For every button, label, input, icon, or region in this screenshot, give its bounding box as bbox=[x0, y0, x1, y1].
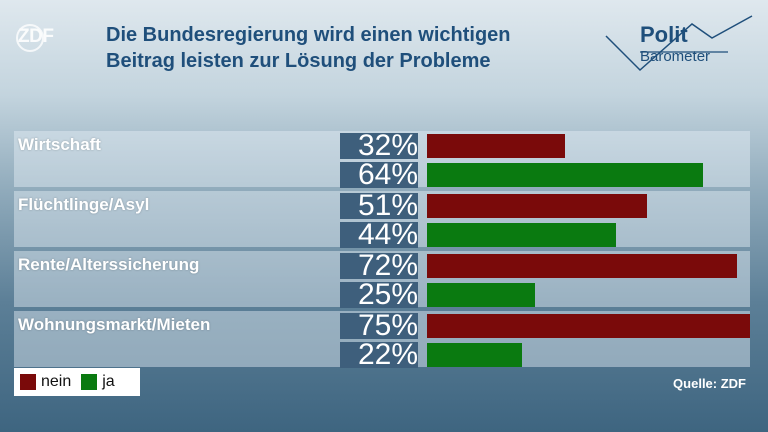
zdf-logo: ZDF bbox=[16, 24, 54, 52]
value-label-nein: 72% bbox=[340, 251, 418, 281]
value-label-ja: 64% bbox=[340, 160, 418, 190]
chart-title: Die Bundesregierung wird einen wichtigen… bbox=[106, 22, 576, 74]
brand-barometer: Barometer bbox=[640, 48, 711, 65]
category-label: Wirtschaft bbox=[18, 135, 101, 154]
bar-nein bbox=[427, 254, 737, 278]
value-label-ja: 25% bbox=[340, 280, 418, 310]
logo-ring-icon bbox=[16, 24, 44, 52]
legend-swatch-ja bbox=[81, 374, 98, 390]
legend-label-ja: ja bbox=[102, 373, 115, 390]
legend: nein ja bbox=[14, 368, 140, 396]
value-label-nein: 32% bbox=[340, 131, 418, 161]
value-label-nein: 75% bbox=[340, 311, 418, 341]
bar-ja bbox=[427, 223, 616, 247]
brand-polit: Polit bbox=[640, 22, 688, 47]
bar-nein bbox=[427, 314, 750, 338]
value-label-ja: 22% bbox=[340, 340, 418, 370]
title-line-1: Die Bundesregierung wird einen wichtigen bbox=[106, 24, 511, 46]
bar-nein bbox=[427, 194, 647, 218]
legend-label-nein: nein bbox=[41, 373, 72, 390]
category-label: Wohnungsmarkt/Mieten bbox=[18, 315, 211, 334]
bar-ja bbox=[427, 283, 535, 307]
title-line-2: Beitrag leisten zur Lösung der Probleme bbox=[106, 50, 491, 72]
category-label: Rente/Alterssicherung bbox=[18, 255, 200, 274]
value-label-ja: 44% bbox=[340, 220, 418, 250]
value-label-nein: 51% bbox=[340, 191, 418, 221]
category-label: Flüchtlinge/Asyl bbox=[18, 195, 150, 214]
source-note: Quelle: ZDF bbox=[673, 376, 746, 391]
bar-ja bbox=[427, 343, 522, 367]
politbarometer-graph-icon bbox=[605, 15, 753, 72]
legend-swatch-nein bbox=[20, 374, 36, 390]
bar-ja bbox=[427, 163, 703, 187]
bar-nein bbox=[427, 134, 565, 158]
